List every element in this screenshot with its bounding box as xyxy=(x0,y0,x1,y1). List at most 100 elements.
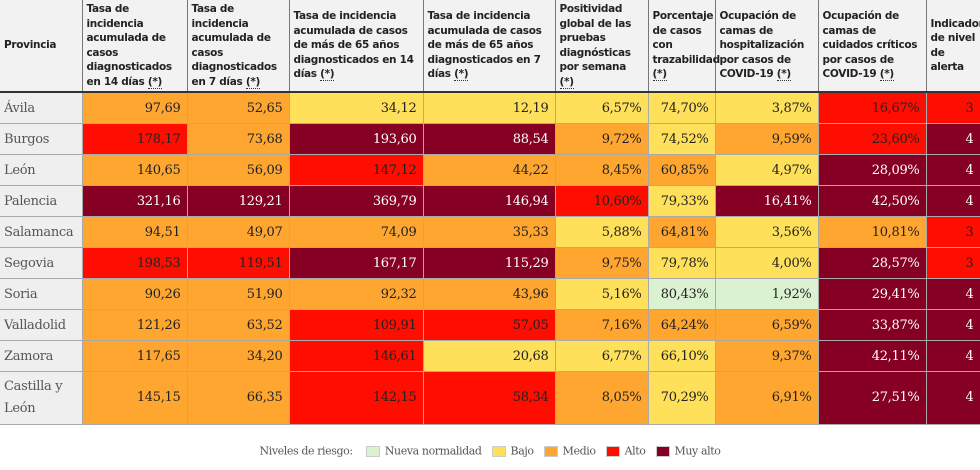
indicator-cell: 66,35 xyxy=(186,371,290,425)
indicator-cell: 57,05 xyxy=(422,309,556,341)
indicator-cell: 129,21 xyxy=(186,185,290,217)
indicator-cell: 4,00% xyxy=(714,247,819,279)
indicator-cell: 49,07 xyxy=(186,216,290,248)
legend-title: Niveles de riesgo: xyxy=(259,444,354,458)
indicator-cell: 60,85% xyxy=(647,154,716,186)
indicator-cell: 12,19 xyxy=(422,91,556,124)
indicator-cell: 27,51% xyxy=(817,371,927,425)
alert-indicators-table: Provincia Tasa de incidencia acumulada de… xyxy=(0,0,980,425)
indicator-cell: 117,65 xyxy=(81,340,188,372)
legend-label: Bajo xyxy=(510,444,534,458)
indicator-cell: 321,16 xyxy=(81,185,188,217)
legend-swatch xyxy=(491,445,506,457)
table-row: Zamora 117,65 34,20 146,61 20,68 6,77% 66,10% 9… xyxy=(0,340,980,372)
indicator-cell: 58,34 xyxy=(422,371,556,425)
indicator-cell: 142,15 xyxy=(288,371,424,425)
alert-level-cell: 3 xyxy=(925,91,980,124)
alert-level-cell: 3 xyxy=(925,247,980,279)
footnote-link[interactable]: (*) xyxy=(245,75,261,89)
alert-level-cell: 4 xyxy=(925,185,980,217)
table-row: Segovia 198,53 119,51 167,17 115,29 9,75% 79,7… xyxy=(0,247,980,279)
province-cell: Palencia xyxy=(0,185,83,217)
indicator-cell: 33,87% xyxy=(817,309,927,341)
province-cell: Valladolid xyxy=(0,309,83,341)
indicator-cell: 4,97% xyxy=(714,154,819,186)
indicator-cell: 5,16% xyxy=(554,278,649,310)
legend-swatch xyxy=(365,445,380,457)
column-header-label: Tasa de incidencia acumulada de casos di… xyxy=(86,3,173,88)
indicator-cell: 28,57% xyxy=(817,247,927,279)
table-row: Soria 90,26 51,90 92,32 43,96 5,16% 80,43% 1,92… xyxy=(0,278,980,310)
indicator-cell: 66,10% xyxy=(647,340,716,372)
indicator-cell: 74,52% xyxy=(647,123,716,155)
province-cell: Salamanca xyxy=(0,216,83,248)
legend-swatch xyxy=(605,445,620,457)
indicator-cell: 3,56% xyxy=(714,216,819,248)
indicator-cell: 193,60 xyxy=(288,123,424,155)
footnote-link[interactable]: (*) xyxy=(320,68,335,82)
alert-level-cell: 4 xyxy=(925,371,980,425)
indicator-cell: 10,81% xyxy=(817,216,927,248)
indicator-cell: 6,57% xyxy=(554,91,649,124)
indicator-cell: 146,94 xyxy=(422,185,556,217)
alert-level-cell: 3 xyxy=(925,216,980,248)
alert-level-cell: 4 xyxy=(925,309,980,341)
footnote-link[interactable]: (*) xyxy=(559,75,574,89)
column-header-label: Porcentaje de casos con trazabilidad xyxy=(652,10,721,66)
province-cell: Burgos xyxy=(0,123,83,155)
risk-legend: Niveles de riesgo: Nueva normalidad Bajo M… xyxy=(0,444,980,458)
indicator-cell: 16,41% xyxy=(714,185,819,217)
alert-level-cell: 4 xyxy=(925,154,980,186)
column-header: Indicador de nivel de alerta xyxy=(925,0,980,93)
province-cell: Castilla y León xyxy=(0,371,83,425)
indicator-cell: 145,15 xyxy=(81,371,188,425)
province-cell: León xyxy=(0,154,83,186)
footnote-link[interactable]: (*) xyxy=(147,75,163,89)
indicator-cell: 140,65 xyxy=(81,154,188,186)
province-cell: Segovia xyxy=(0,247,83,279)
indicator-cell: 43,96 xyxy=(422,278,556,310)
indicator-cell: 79,33% xyxy=(647,185,716,217)
column-header-label: Indicador de nivel de alerta xyxy=(930,17,980,74)
footnote-link[interactable]: (*) xyxy=(776,68,791,82)
indicator-cell: 369,79 xyxy=(288,185,424,217)
indicator-cell: 109,91 xyxy=(288,309,424,341)
indicator-cell: 20,68 xyxy=(422,340,556,372)
table-row: Salamanca 94,51 49,07 74,09 35,33 5,88% 64,81%… xyxy=(0,216,980,248)
column-header: Tasa de incidencia acumulada de casos di… xyxy=(81,0,187,93)
province-cell: Zamora xyxy=(0,340,83,372)
column-header: Porcentaje de casos con trazabilidad (*) xyxy=(647,0,720,93)
indicator-cell: 52,65 xyxy=(186,91,290,124)
column-header-label: Provincia xyxy=(4,39,57,52)
indicator-cell: 7,16% xyxy=(554,309,649,341)
indicator-cell: 5,88% xyxy=(554,216,649,248)
column-header: Tasa de incidencia acumulada de casos di… xyxy=(186,0,289,93)
indicator-cell: 8,45% xyxy=(554,154,649,186)
legend-label: Nueva normalidad xyxy=(384,444,482,458)
indicator-cell: 90,26 xyxy=(81,278,188,310)
province-cell: Soria xyxy=(0,278,83,310)
footnote-link[interactable]: (*) xyxy=(652,68,667,82)
indicator-cell: 64,81% xyxy=(647,216,716,248)
column-header: Tasa de incidencia acumulada de casos de… xyxy=(422,0,555,93)
legend-swatch xyxy=(655,445,670,457)
legend-label: Alto xyxy=(624,444,646,458)
column-header: Positividad global de las pruebas diagnó… xyxy=(554,0,648,93)
footnote-link[interactable]: (*) xyxy=(879,68,894,82)
footnote-link[interactable]: (*) xyxy=(454,68,469,82)
indicator-cell: 6,91% xyxy=(714,371,819,425)
indicator-cell: 92,32 xyxy=(288,278,424,310)
indicator-cell: 74,09 xyxy=(288,216,424,248)
header-row: Provincia Tasa de incidencia acumulada de… xyxy=(0,0,980,93)
table-row: León 140,65 56,09 147,12 44,22 8,45% 60,85% 4,9… xyxy=(0,154,980,186)
indicator-cell: 9,75% xyxy=(554,247,649,279)
indicator-cell: 64,24% xyxy=(647,309,716,341)
table-row: Burgos 178,17 73,68 193,60 88,54 9,72% 74,52% 9… xyxy=(0,123,980,155)
column-header: Ocupación de camas de hospitalización po… xyxy=(714,0,818,93)
legend-swatch xyxy=(543,445,558,457)
province-cell: Ávila xyxy=(0,91,83,124)
indicator-cell: 1,92% xyxy=(714,278,819,310)
indicator-cell: 3,87% xyxy=(714,91,819,124)
indicator-cell: 6,59% xyxy=(714,309,819,341)
indicator-cell: 146,61 xyxy=(288,340,424,372)
